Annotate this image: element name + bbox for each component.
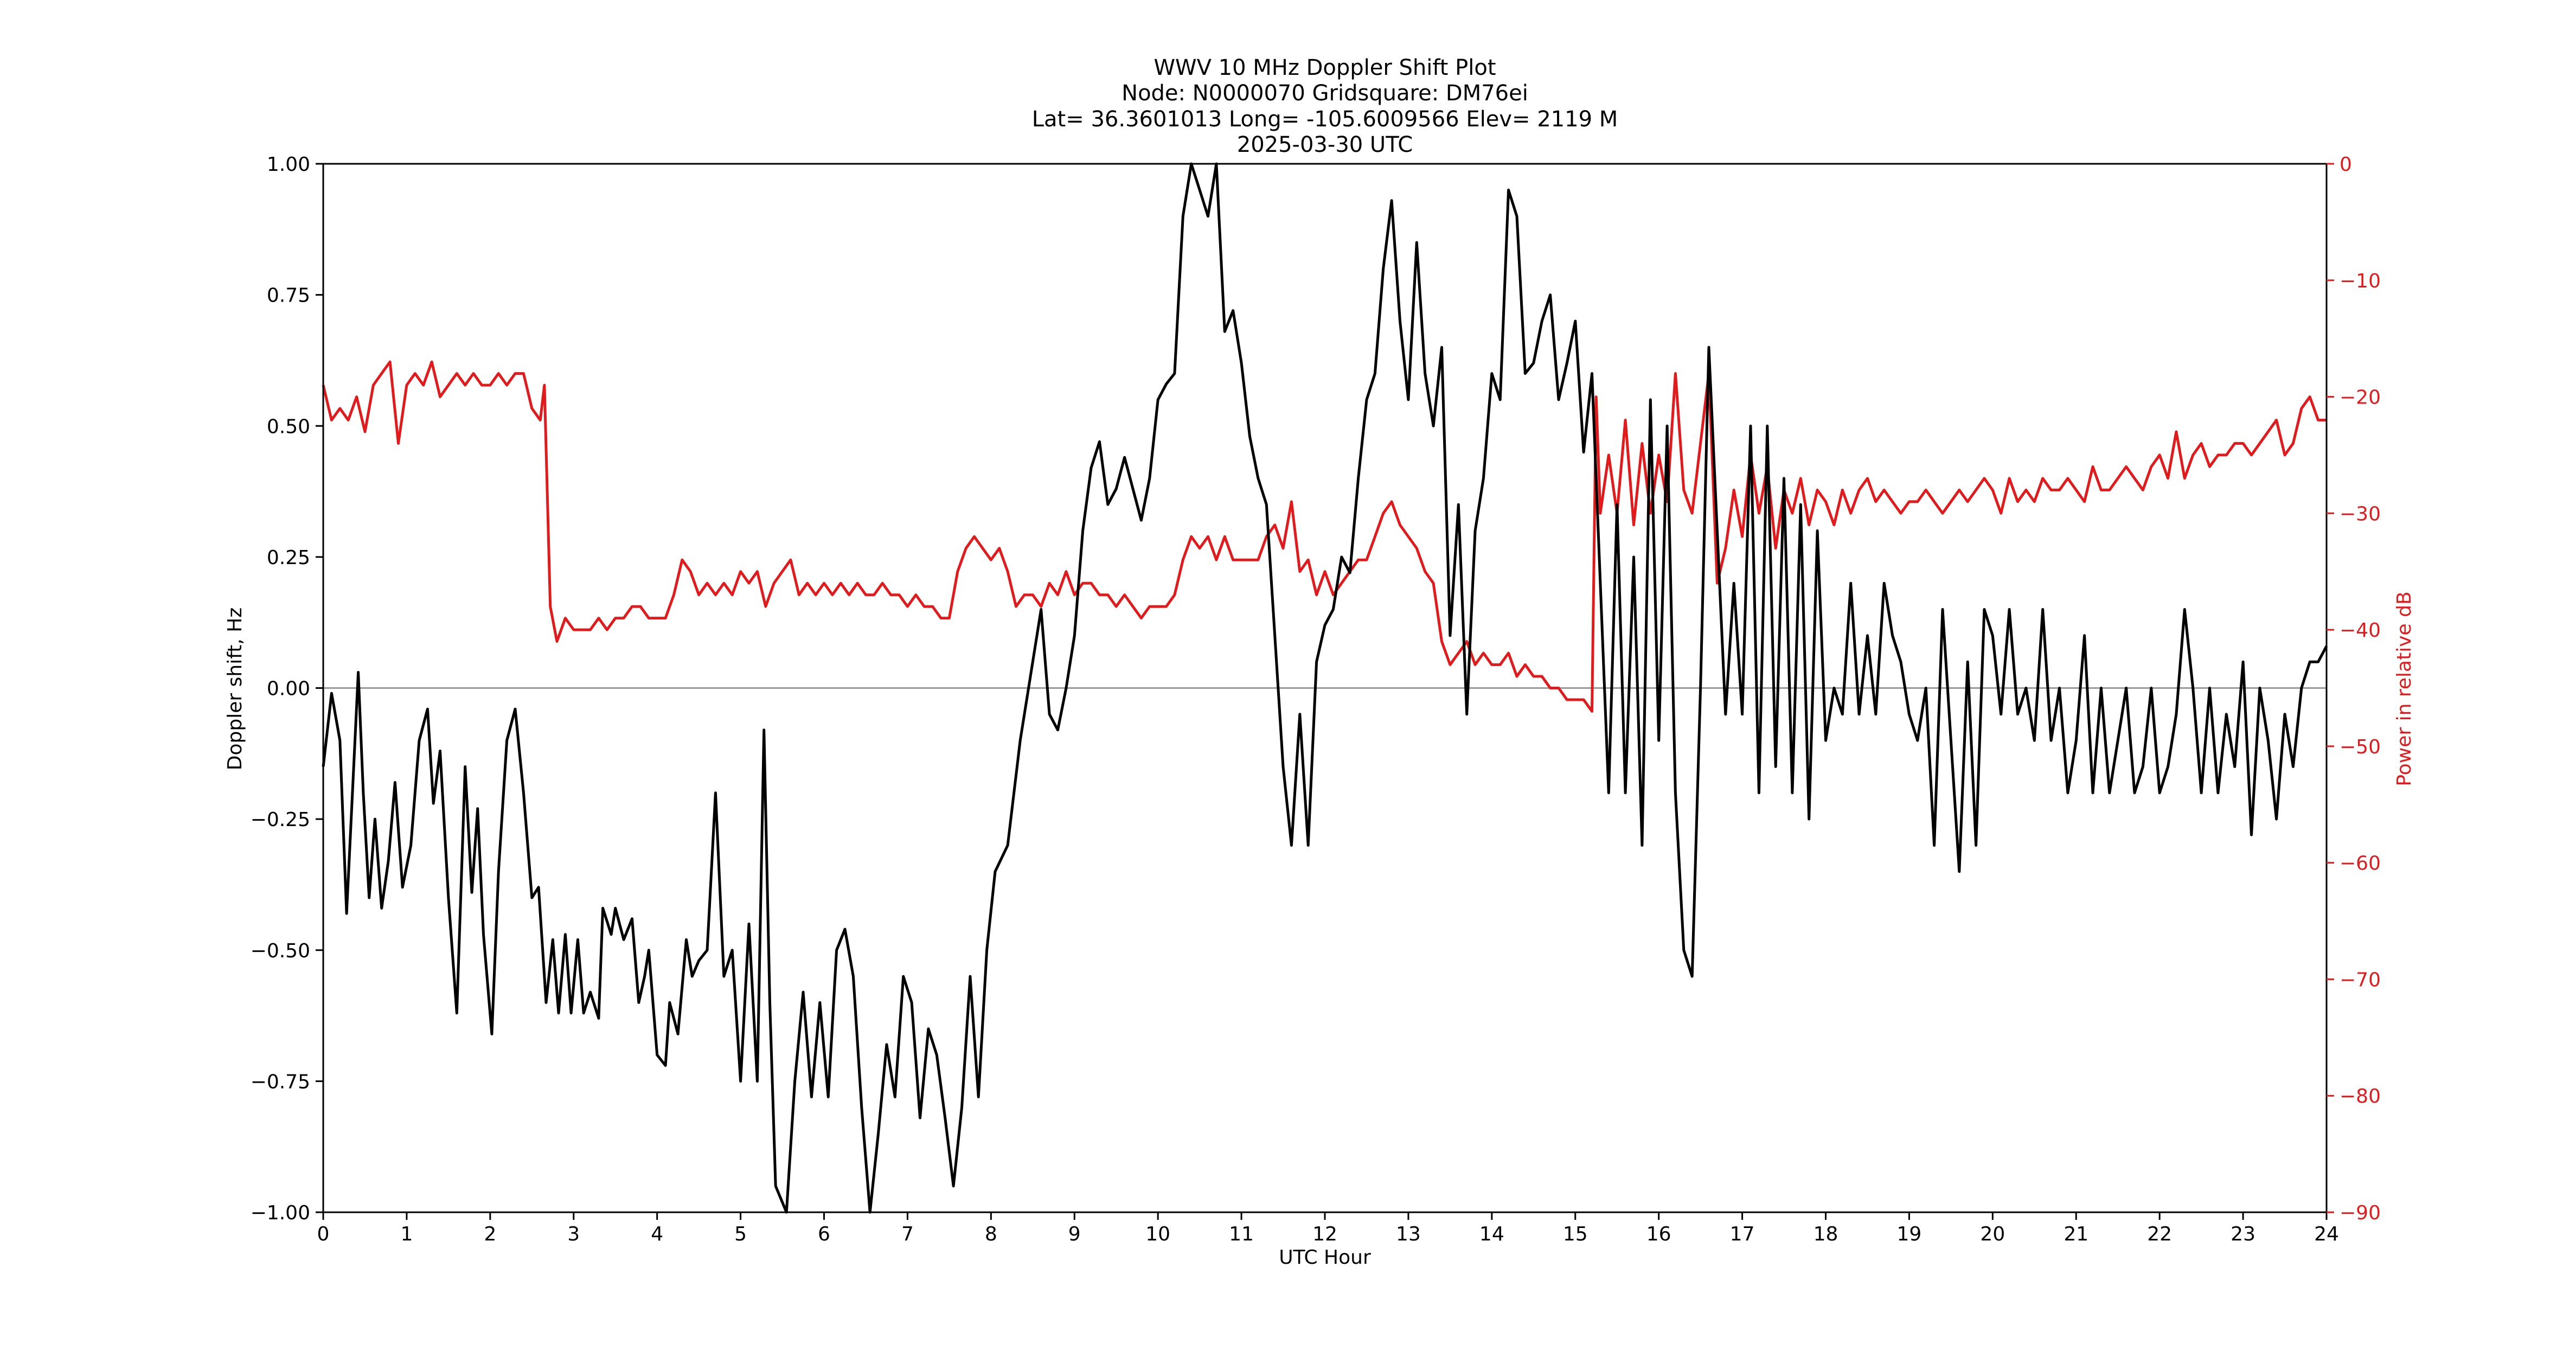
x-tick-label: 0 — [317, 1223, 330, 1245]
x-tick-label: 20 — [1980, 1223, 2005, 1245]
x-tick-label: 4 — [651, 1223, 663, 1245]
x-tick-label: 5 — [734, 1223, 747, 1245]
y-tick-label: −1.00 — [251, 1202, 310, 1224]
y-tick-label: 0.50 — [267, 415, 310, 438]
y-tick-label: 1.00 — [267, 153, 310, 176]
x-tick-label: 18 — [1814, 1223, 1838, 1245]
y-tick-label: −0.25 — [251, 809, 310, 831]
y-right-axis-label: Power in relative dB — [2393, 591, 2415, 786]
y-right-tick-label: −70 — [2340, 969, 2381, 991]
y-right-tick-label: −40 — [2340, 619, 2381, 642]
x-tick-label: 23 — [2231, 1223, 2255, 1245]
x-tick-label: 24 — [2314, 1223, 2339, 1245]
x-tick-label: 9 — [1068, 1223, 1081, 1245]
y-tick-label: 0.25 — [267, 547, 310, 569]
title-line-1: WWV 10 MHz Doppler Shift Plot — [1154, 55, 1496, 80]
y-right-tick-label: −90 — [2340, 1202, 2381, 1224]
y-tick-label: 0.00 — [267, 678, 310, 700]
y-right-tick-label: −60 — [2340, 853, 2381, 875]
y-right-tick-label: −50 — [2340, 736, 2381, 758]
x-tick-label: 11 — [1229, 1223, 1254, 1245]
x-tick-label: 22 — [2147, 1223, 2172, 1245]
title-line-2: Node: N0000070 Gridsquare: DM76ei — [1122, 81, 1528, 106]
x-tick-label: 21 — [2064, 1223, 2088, 1245]
x-tick-label: 16 — [1646, 1223, 1671, 1245]
y-right-tick-label: −10 — [2340, 270, 2381, 292]
x-tick-label: 2 — [484, 1223, 496, 1245]
y-tick-label: −0.50 — [251, 940, 310, 962]
doppler-series-line — [322, 162, 2328, 1214]
x-tick-label: 13 — [1396, 1223, 1421, 1245]
y-right-tick-label: −80 — [2340, 1085, 2381, 1108]
title-line-3: Lat= 36.3601013 Long= -105.6009566 Elev=… — [1032, 107, 1618, 132]
y-tick-label: −0.75 — [251, 1071, 310, 1093]
x-tick-label: 8 — [985, 1223, 997, 1245]
chart-title: WWV 10 MHz Doppler Shift Plot Node: N000… — [1032, 55, 1618, 157]
x-tick-label: 7 — [901, 1223, 914, 1245]
y-axis-label: Doppler shift, Hz — [224, 607, 246, 770]
power-series-line — [322, 360, 2327, 713]
x-tick-label: 10 — [1145, 1223, 1170, 1245]
x-tick-label: 1 — [400, 1223, 413, 1245]
x-tick-label: 19 — [1897, 1223, 1922, 1245]
x-tick-label: 15 — [1563, 1223, 1588, 1245]
x-tick-label: 12 — [1312, 1223, 1337, 1245]
y-right-tick-label: −20 — [2340, 387, 2381, 409]
x-axis-ticks: 0 1 2 3 4 5 6 7 8 9 10 11 12 13 14 15 16 17 18 19 20 21 22 23 24 — [317, 1212, 2339, 1245]
x-tick-label: 14 — [1479, 1223, 1504, 1245]
y-right-tick-label: −30 — [2340, 503, 2381, 525]
x-tick-label: 17 — [1730, 1223, 1755, 1245]
x-tick-label: 6 — [818, 1223, 830, 1245]
y-tick-label: 0.75 — [267, 285, 310, 307]
x-tick-label: 3 — [567, 1223, 580, 1245]
x-axis-label: UTC Hour — [1279, 1246, 1371, 1269]
y-right-axis-ticks: 0 −10 −20 −30 −40 −50 −60 −70 −80 −90 — [2327, 153, 2381, 1224]
y-axis-ticks: 1.00 0.75 0.50 0.25 0.00 −0.25 −0.50 −0.75 −1.00 — [251, 153, 323, 1224]
y-right-tick-label: 0 — [2340, 153, 2352, 176]
title-line-4: 2025-03-30 UTC — [1237, 132, 1413, 157]
